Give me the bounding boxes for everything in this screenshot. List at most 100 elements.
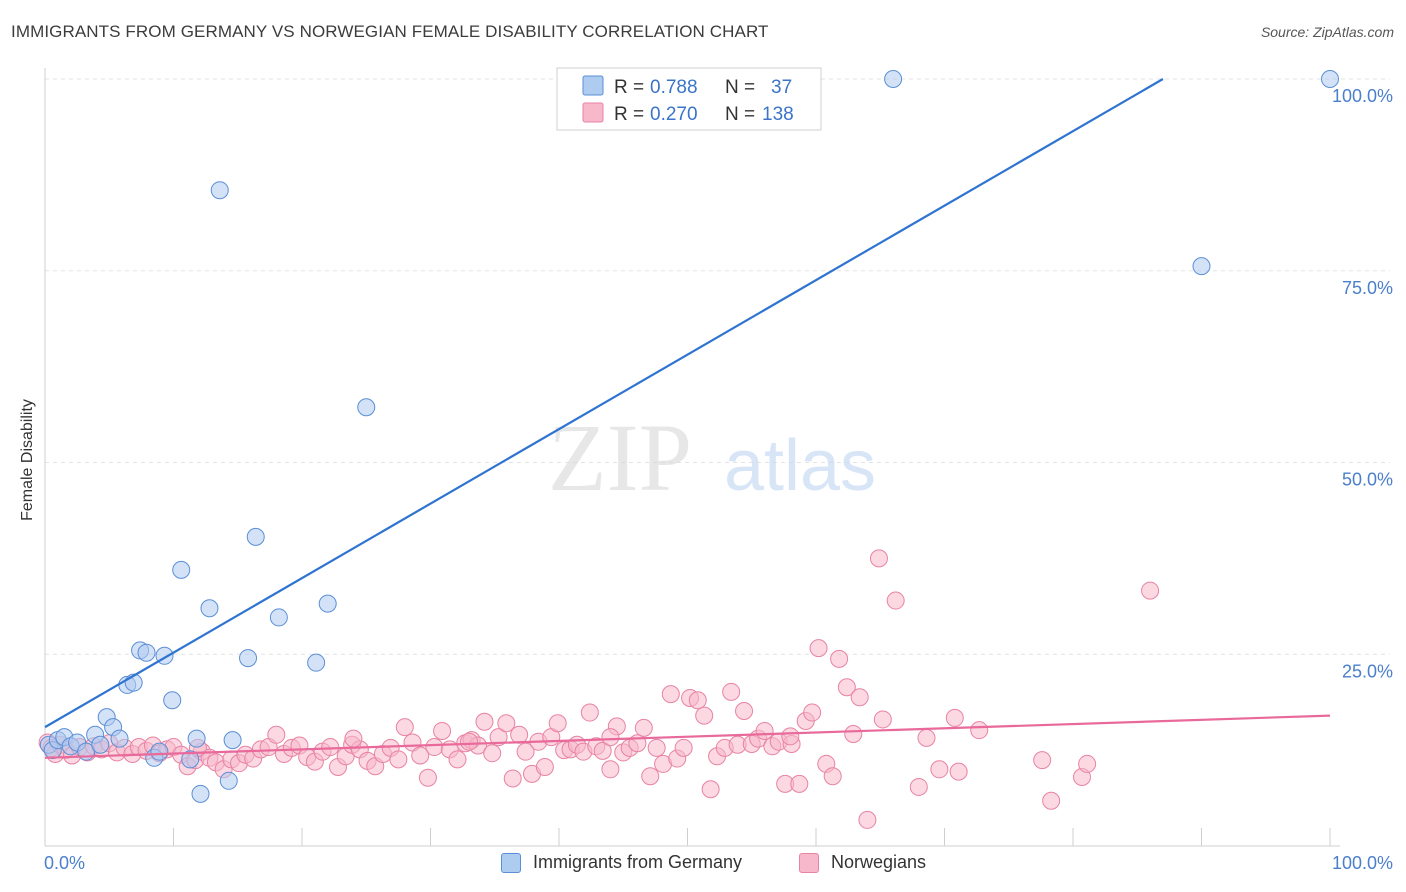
legend-item-norwegians[interactable]: Norwegians — [799, 852, 926, 873]
norwegian-point — [418, 768, 437, 787]
norwegian-point — [516, 742, 535, 761]
norwegian-point — [503, 769, 522, 788]
stats-r-label-pink: R = — [614, 104, 644, 125]
bottom-legend: Immigrants from Germany Norwegians — [0, 852, 1406, 878]
norwegian-point — [548, 714, 567, 733]
germany-point — [246, 527, 265, 546]
norwegian-point — [510, 725, 529, 744]
norwegian-point — [970, 721, 989, 740]
norwegian-point — [809, 639, 828, 658]
norwegian-point — [858, 810, 877, 829]
norwegian-point — [850, 688, 869, 707]
legend-label-germany: Immigrants from Germany — [533, 852, 743, 872]
norwegian-trendline — [44, 714, 1331, 759]
legend-swatch-germany — [501, 852, 521, 873]
norwegian-point — [803, 703, 822, 722]
germany-point — [110, 729, 129, 748]
norwegian-point — [483, 744, 502, 763]
germany-point — [150, 742, 169, 761]
watermark-atlas: atlas — [724, 426, 876, 506]
norwegian-point — [1078, 754, 1097, 773]
y-tick-label: 75.0% — [1342, 278, 1393, 298]
norwegian-point — [930, 760, 949, 779]
norwegian-point — [909, 777, 928, 796]
norwegian-point — [755, 721, 774, 740]
germany-point — [163, 691, 182, 710]
norwegian-point — [448, 750, 467, 769]
norwegian-point — [688, 691, 707, 710]
germany-point — [200, 599, 219, 618]
chart-source: Source: ZipAtlas.com — [1260, 24, 1394, 40]
norwegian-point — [267, 725, 286, 744]
norwegian-point — [886, 591, 905, 610]
stats-legend: R = 0.788 N = 37 R = 0.270 N = 138 — [556, 67, 822, 131]
norwegian-point — [1042, 791, 1061, 810]
norwegian-point — [1141, 581, 1160, 600]
axes — [44, 68, 1340, 847]
germany-point — [181, 750, 200, 769]
watermark: ZIP atlas — [548, 404, 876, 511]
germany-point — [269, 608, 288, 627]
watermark-zip: ZIP — [548, 404, 692, 511]
stats-swatch-blue — [582, 75, 604, 96]
norwegian-point — [535, 757, 554, 776]
x-tick-label: 100.0% — [1332, 853, 1393, 873]
norwegian-point — [593, 741, 612, 760]
norwegian-point — [389, 750, 408, 769]
germany-point — [191, 784, 210, 803]
germany-point — [357, 398, 376, 417]
norwegian-point — [722, 682, 741, 701]
norwegian-point — [830, 649, 849, 668]
germany-point — [239, 649, 258, 668]
germany-point — [884, 70, 903, 88]
norwegian-point — [735, 702, 754, 721]
chart-title: IMMIGRANTS FROM GERMANY VS NORWEGIAN FEM… — [11, 22, 769, 41]
norwegian-point — [641, 767, 660, 786]
stats-n-label-pink: N = — [725, 104, 755, 125]
norwegian-point — [781, 727, 800, 746]
y-tick-label: 25.0% — [1342, 661, 1393, 681]
norwegian-point — [601, 760, 620, 779]
norwegian-point — [917, 728, 936, 747]
germany-point — [1192, 257, 1211, 276]
y-tick-label: 100.0% — [1332, 86, 1393, 106]
stats-n-value-blue: 37 — [771, 77, 792, 98]
stats-n-label-blue: N = — [725, 77, 755, 98]
norwegian-point — [823, 767, 842, 786]
legend-item-germany[interactable]: Immigrants from Germany — [501, 852, 742, 873]
legend-label-norwegians: Norwegians — [831, 852, 927, 872]
germany-point — [1321, 70, 1339, 88]
stats-r-value-blue: 0.788 — [650, 77, 698, 98]
norwegian-point — [945, 708, 964, 727]
norwegian-point — [433, 721, 452, 740]
norwegian-point — [634, 718, 653, 737]
germany-point — [219, 771, 238, 790]
norwegian-point — [1033, 751, 1052, 770]
norwegian-point — [837, 678, 856, 697]
tick-labels: 25.0% 50.0% 75.0% 100.0% 0.0% 100.0% — [44, 86, 1393, 873]
norwegian-point — [790, 774, 809, 793]
y-tick-label: 50.0% — [1342, 470, 1393, 490]
norwegian-point — [425, 738, 444, 757]
germany-point — [91, 735, 110, 754]
norwegian-point — [701, 780, 720, 799]
germany-point — [172, 560, 191, 579]
norwegian-point — [475, 712, 494, 731]
x-tick-label: 0.0% — [44, 853, 85, 873]
norwegian-point — [489, 728, 508, 747]
norwegian-point — [460, 732, 479, 751]
stats-n-value-pink: 138 — [762, 104, 794, 125]
norwegian-point — [674, 738, 693, 757]
germany-point — [187, 729, 206, 748]
norwegian-point — [844, 725, 863, 744]
stats-r-value-pink: 0.270 — [650, 104, 698, 125]
stats-r-label-blue: R = — [614, 77, 644, 98]
norwegians-points — [38, 549, 1160, 829]
germany-points — [39, 70, 1339, 803]
norwegian-point — [647, 738, 666, 757]
germany-point — [307, 653, 326, 672]
norwegian-point — [873, 710, 892, 729]
stats-swatch-pink — [582, 102, 604, 123]
norwegian-point — [344, 729, 363, 748]
norwegian-point — [580, 703, 599, 722]
